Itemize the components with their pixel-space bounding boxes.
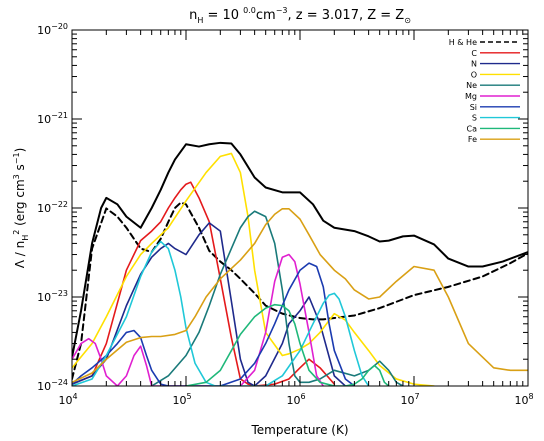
ylabel-part: s [13, 164, 27, 174]
tick-base: 10 [37, 24, 51, 37]
x-tick-labels: 104 105 106 107 108 [58, 392, 533, 407]
tick-exponent: −20 [51, 22, 68, 31]
series-line-ca [185, 303, 390, 386]
tick-base: 10 [172, 394, 186, 407]
legend-label: S [472, 114, 477, 123]
x-tick-label: 108 [514, 392, 533, 407]
chart-title: nH = 10 0.0cm−3, z = 3.017, Z = Z⊙ [189, 6, 411, 25]
tick-base: 10 [286, 394, 300, 407]
title-part: , z = 3.017, Z = Z [288, 8, 405, 23]
legend-label: C [471, 49, 477, 58]
title-part: 0.0 [243, 6, 256, 15]
legend-label: Ne [466, 81, 477, 90]
series-line-mg [72, 253, 325, 386]
x-tick-label: 106 [286, 392, 305, 407]
tick-base: 10 [514, 394, 528, 407]
legend-label: Si [470, 103, 477, 112]
tick-exponent: 8 [528, 392, 533, 401]
series-line-s [72, 240, 370, 386]
ylabel-part: (erg cm [13, 179, 27, 229]
ylabel-part: 3 [12, 174, 21, 179]
ylabel-part: ) [13, 148, 27, 153]
legend-label: Ca [467, 124, 478, 133]
title-part: n [189, 8, 197, 23]
tick-exponent: 7 [414, 392, 419, 401]
series-line-fe [72, 207, 528, 384]
title-part: = 10 [203, 8, 243, 23]
y-axis-label-text: Λ / nH2 (erg cm3 s−1) [12, 148, 30, 269]
ylabel-part: Λ / n [13, 241, 27, 269]
y-tick-label: 10−23 [37, 289, 68, 304]
series-line-total [72, 141, 528, 359]
x-tick-label: 104 [58, 392, 77, 407]
tick-base: 10 [37, 291, 51, 304]
tick-exponent: 4 [72, 392, 77, 401]
legend-label: N [471, 60, 477, 69]
plot-frame [71, 29, 529, 387]
legend: H & He CNO Ne Mg Si SCa Fe [449, 38, 520, 144]
tick-base: 10 [58, 394, 72, 407]
tick-exponent: −23 [51, 289, 68, 298]
series-line-c [72, 181, 336, 386]
legend-label: Fe [468, 135, 477, 144]
y-tick-label: 10−22 [37, 200, 68, 215]
tick-exponent: −24 [51, 378, 68, 387]
curves-layer [72, 141, 528, 386]
y-axis-label: Λ / nH2 (erg cm3 s−1) [12, 148, 30, 269]
series-line-o [72, 152, 435, 386]
tick-exponent: −22 [51, 200, 68, 209]
ylabel-part: H [21, 235, 30, 241]
tick-base: 10 [37, 202, 51, 215]
tick-exponent: 5 [186, 392, 191, 401]
y-tick-label: 10−20 [37, 22, 68, 37]
legend-label: Mg [465, 92, 477, 101]
ylabel-part: 2 [12, 230, 21, 235]
x-tick-label: 107 [400, 392, 419, 407]
tick-exponent: −21 [51, 111, 68, 120]
x-tick-label: 105 [172, 392, 191, 407]
tick-exponent: 6 [300, 392, 305, 401]
title-part: H [197, 16, 203, 25]
ylabel-part: −1 [12, 152, 21, 164]
series-line-n [72, 222, 347, 386]
y-tick-label: 10−24 [37, 378, 68, 393]
legend-label: O [471, 70, 477, 79]
chart-title-text: nH = 10 0.0cm−3, z = 3.017, Z = Z⊙ [189, 6, 411, 25]
title-part: −3 [276, 6, 288, 15]
title-part: cm [256, 8, 276, 23]
title-part: ⊙ [404, 16, 411, 25]
series-line-si [72, 262, 356, 386]
tick-base: 10 [400, 394, 414, 407]
y-tick-label: 10−21 [37, 111, 68, 126]
series-line-ne [150, 210, 404, 386]
x-axis-label: Temperature (K) [250, 423, 348, 437]
tick-base: 10 [37, 113, 51, 126]
axis-ticks [71, 29, 529, 387]
series-line-h-he [72, 201, 528, 380]
tick-base: 10 [37, 380, 51, 393]
legend-label: H & He [449, 38, 477, 47]
